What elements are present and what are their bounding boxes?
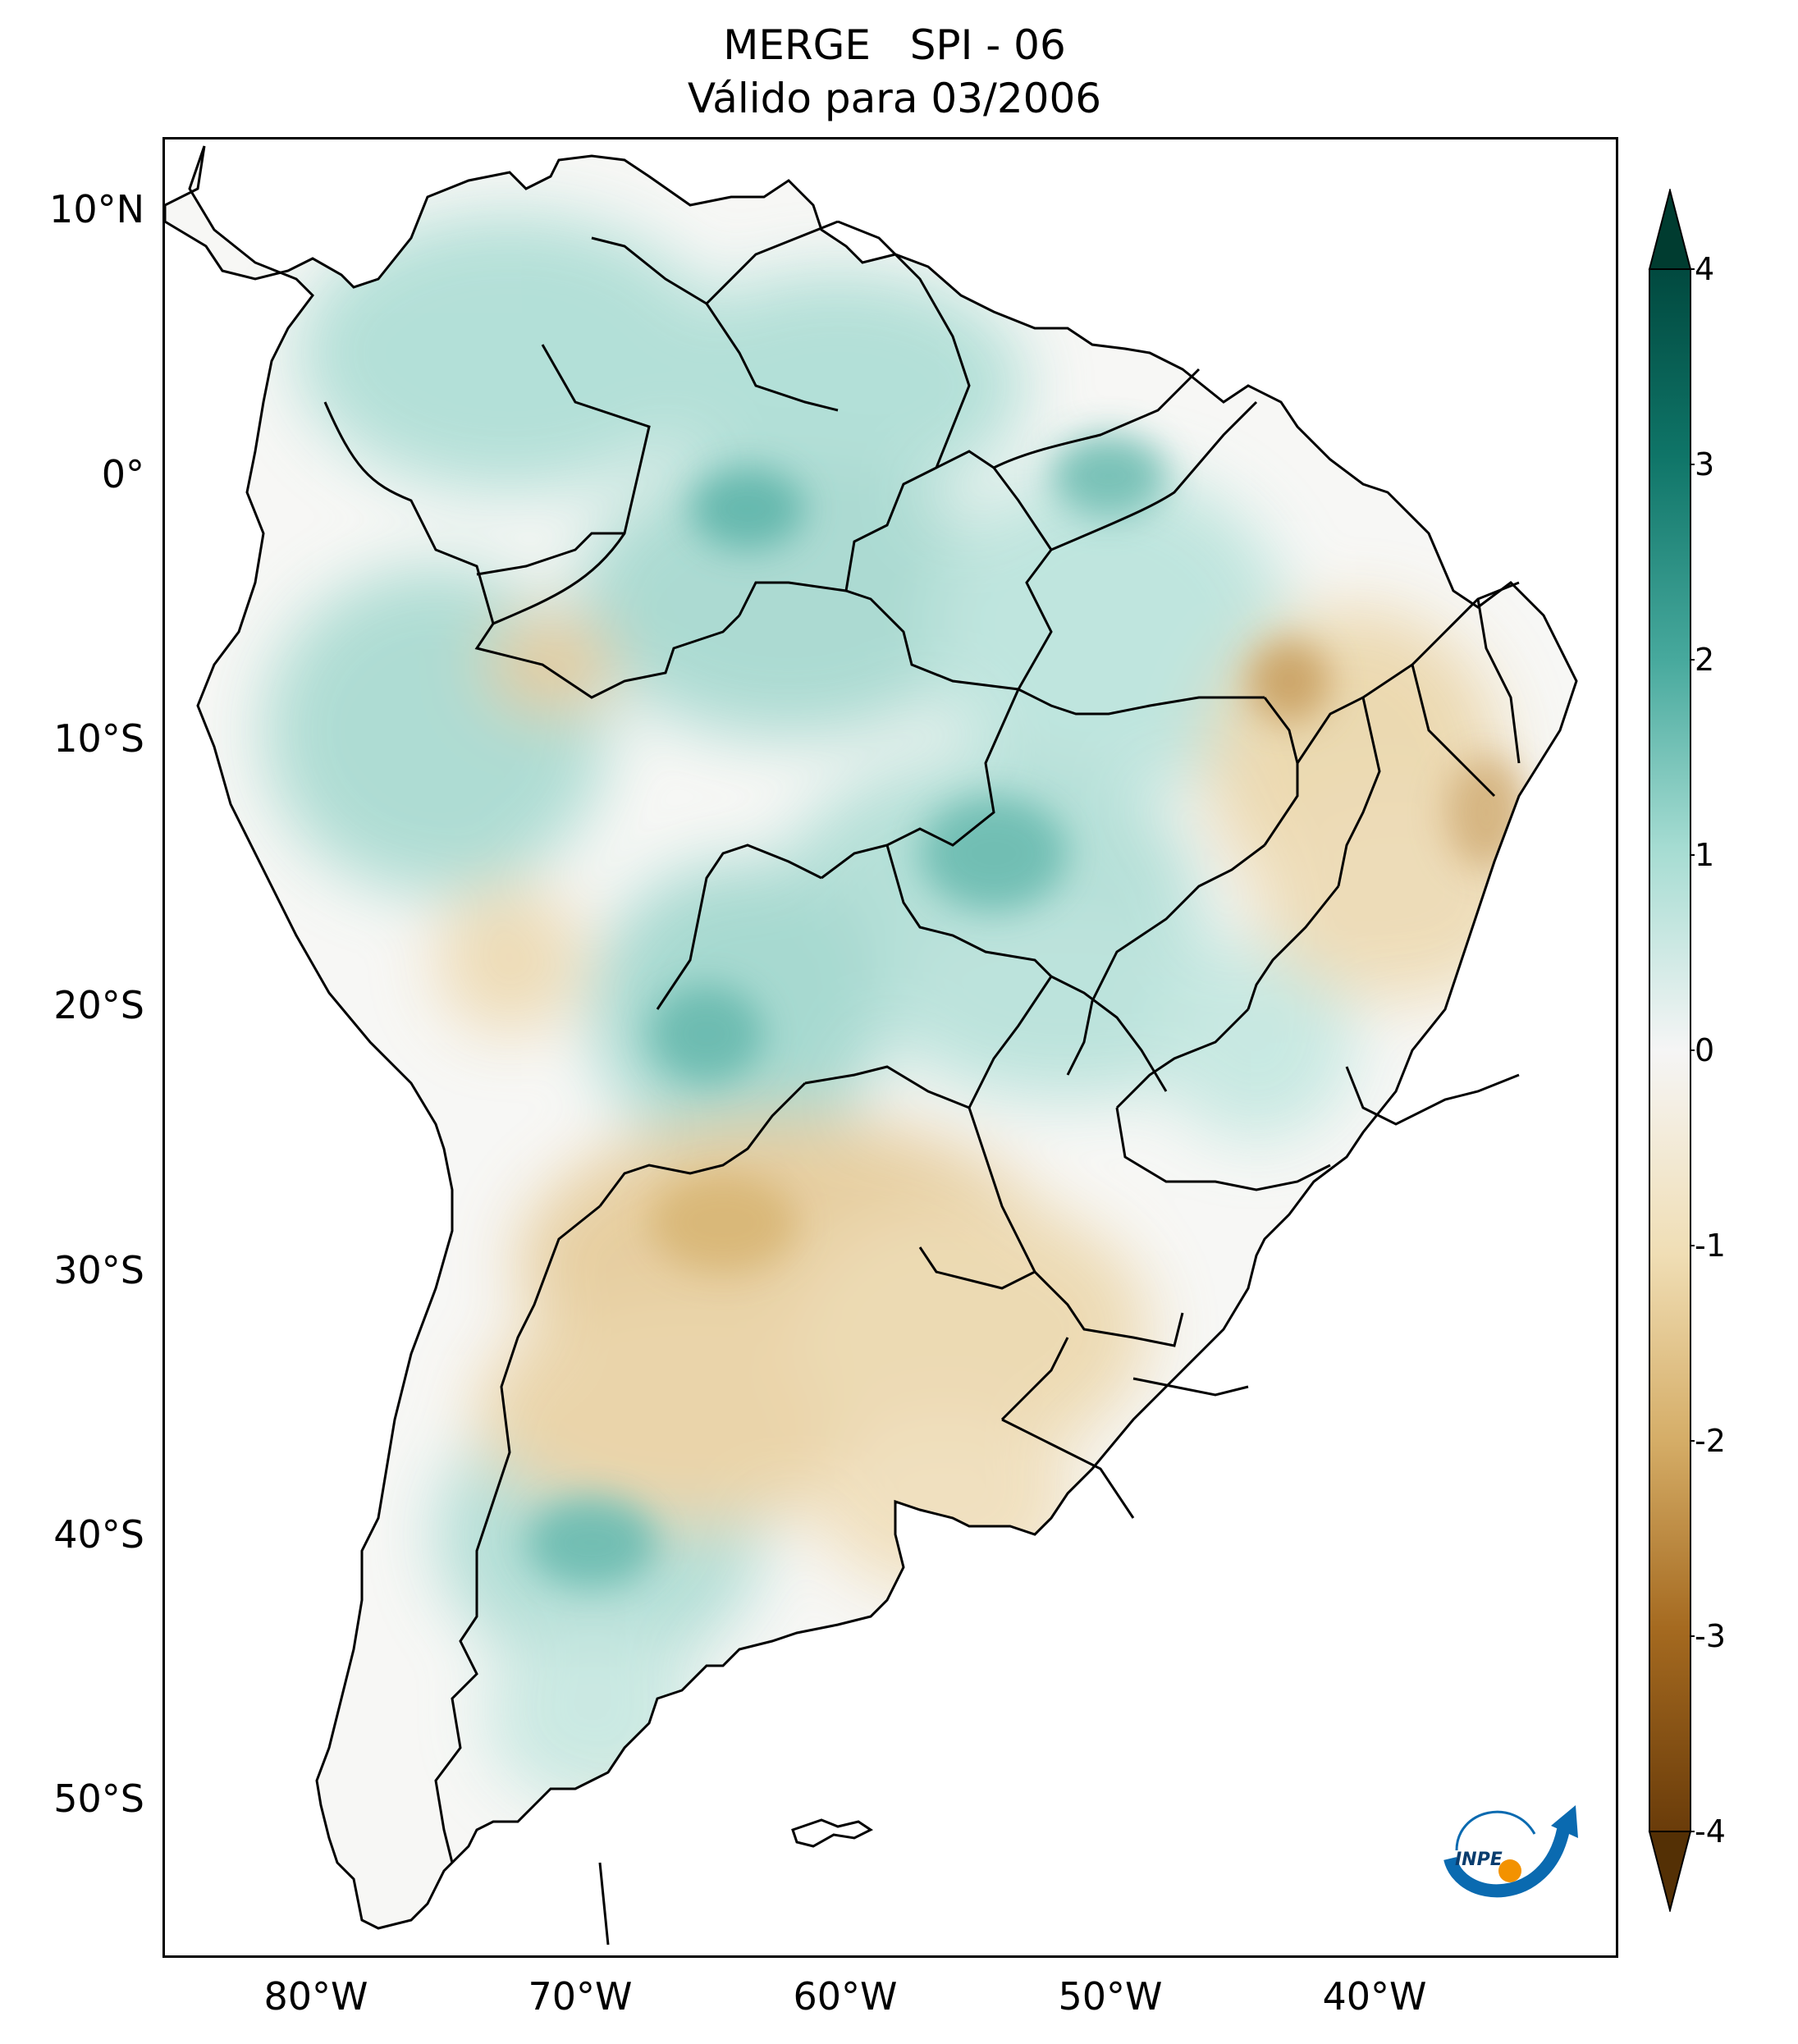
inpe-logo-text: INPE <box>1455 1850 1503 1870</box>
colorbar-tick-neg1: -1 <box>1695 1228 1726 1264</box>
internal-borders <box>323 220 1521 1946</box>
map-panel <box>162 137 1618 1958</box>
lat-label-10s: 10°S <box>53 716 144 761</box>
lon-label-60w: 60°W <box>793 1974 898 2019</box>
colorbar-tick-1: 1 <box>1695 837 1715 873</box>
lon-label-80w: 80°W <box>263 1974 368 2019</box>
colorbar-ticks <box>1690 268 1695 1832</box>
colorbar-extend-top <box>1648 189 1692 270</box>
lat-label-30s: 30°S <box>53 1248 144 1292</box>
lat-label-20s: 20°S <box>53 983 144 1027</box>
lat-label-0: 0° <box>101 452 144 496</box>
lon-label-50w: 50°W <box>1058 1974 1163 2019</box>
colorbar-tick-neg3: -3 <box>1695 1618 1726 1654</box>
lat-label-10n: 10°N <box>49 187 144 231</box>
colorbar-body <box>1649 268 1691 1832</box>
coastline <box>165 145 1578 1930</box>
colorbar-extend-bottom <box>1648 1831 1692 1912</box>
colorbar-tick-neg4: -4 <box>1695 1813 1726 1850</box>
lon-label-40w: 40°W <box>1322 1974 1427 2019</box>
colorbar-tick-3: 3 <box>1695 446 1715 482</box>
spi-field <box>165 146 1576 1928</box>
colorbar-tick-0: 0 <box>1695 1032 1715 1068</box>
map-title: MERGE SPI - 06 <box>723 21 1066 69</box>
colorbar-tick-2: 2 <box>1695 642 1715 678</box>
colorbar-tick-neg2: -2 <box>1695 1423 1726 1459</box>
lat-label-40s: 40°S <box>53 1512 144 1557</box>
colorbar <box>1648 189 1695 1912</box>
lon-label-70w: 70°W <box>528 1974 633 2019</box>
lat-label-50s: 50°S <box>53 1776 144 1821</box>
south-america-map <box>165 145 1578 1946</box>
falkland-islands <box>791 1818 873 1848</box>
colorbar-tick-4: 4 <box>1695 251 1715 287</box>
inpe-logo: INPE <box>1443 1805 1578 1898</box>
map-subtitle: Válido para 03/2006 <box>687 75 1102 122</box>
